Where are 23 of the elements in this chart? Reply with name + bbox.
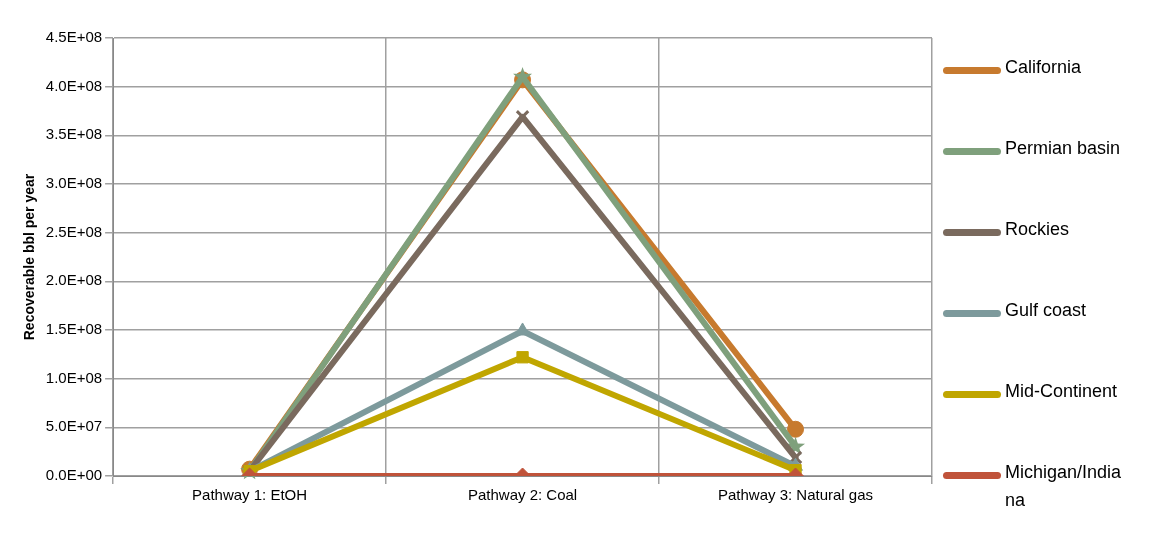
legend-label: Gulf coast <box>1005 299 1088 322</box>
legend-label: Mid-Continent <box>1005 380 1119 403</box>
y-axis-title: Recoverable bbl per year <box>21 173 38 341</box>
x-tick-label: Pathway 3: Natural gas <box>717 486 874 504</box>
y-tick-label: 3.5E+08 <box>45 125 103 143</box>
y-tick-label: 0.0E+00 <box>45 466 103 484</box>
point <box>787 420 805 438</box>
legend-label: Michigan/Indiana <box>1005 461 1123 512</box>
y-tick-label: 2.5E+08 <box>45 222 103 240</box>
legend-label: Permian basin <box>1005 137 1122 160</box>
x-tick-label: Pathway 1: EtOH <box>192 486 308 504</box>
point <box>516 351 529 364</box>
y-tick-label: 1.0E+08 <box>45 368 103 386</box>
y-tick-label: 2.0E+08 <box>45 271 103 289</box>
y-tick-label: 4.0E+08 <box>45 76 103 94</box>
point <box>788 450 803 465</box>
y-tick-label: 5.0E+07 <box>45 417 103 435</box>
y-tick-label: 4.5E+08 <box>45 28 103 46</box>
y-tick-label: 1.5E+08 <box>45 320 103 338</box>
x-tick-label: Pathway 2: Coal <box>467 486 578 504</box>
y-tick-label: 3.0E+08 <box>45 174 103 192</box>
legend-label: California <box>1005 56 1083 79</box>
legend-label: Rockies <box>1005 218 1071 241</box>
